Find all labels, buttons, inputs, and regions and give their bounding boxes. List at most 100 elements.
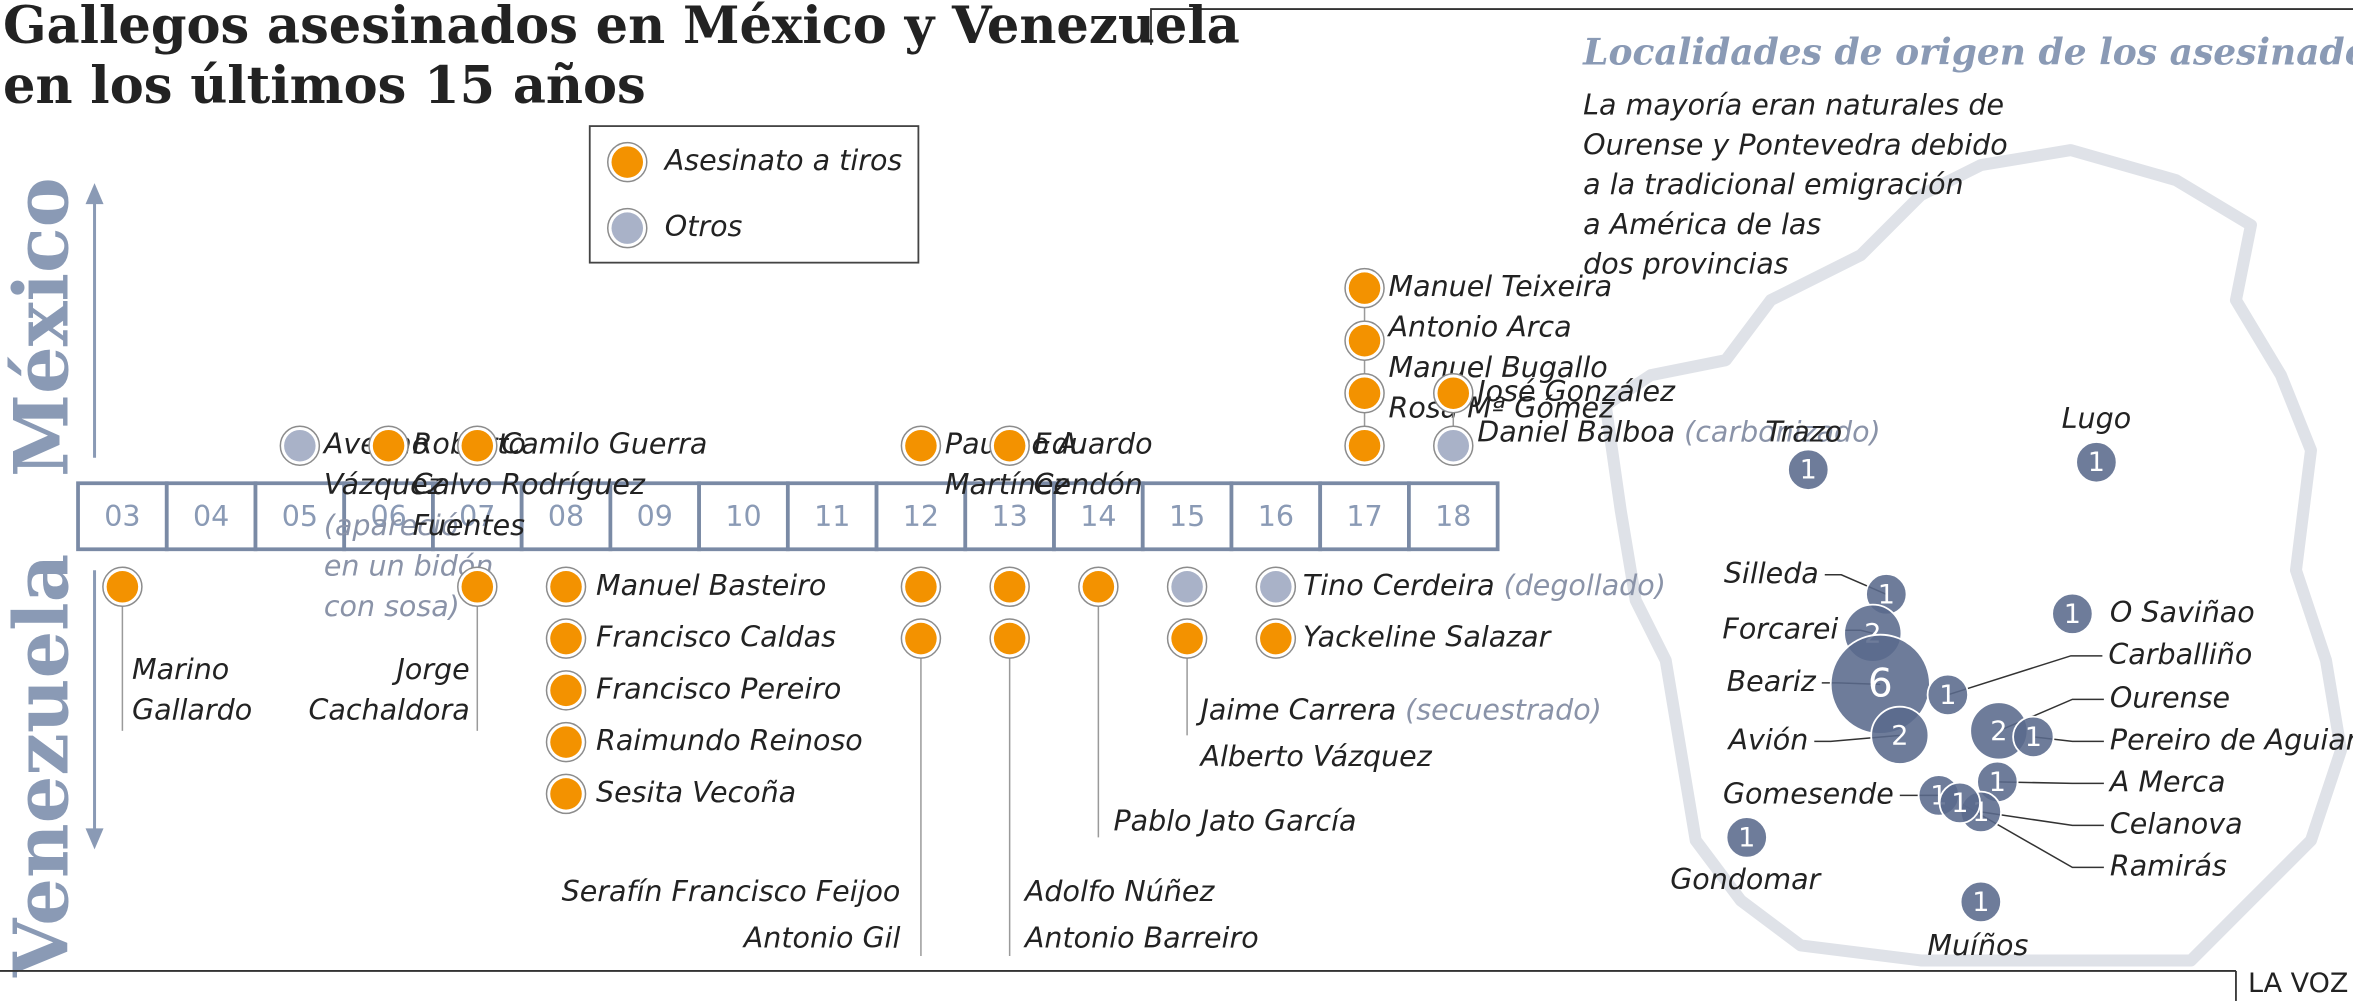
victim-name: Calvo — [413, 468, 493, 501]
victim-label: Francisco Caldas — [596, 621, 836, 654]
place-bubble — [2012, 715, 2055, 759]
victim-label: Sesita Vecoña — [596, 776, 796, 809]
victim-label: Tino Cerdeira (degollado) — [1303, 569, 1666, 602]
victim-dot — [1348, 272, 1381, 304]
place-count: 1 — [1989, 767, 2006, 798]
place-name: Ramirás — [2110, 849, 2227, 882]
victim-dot — [550, 622, 582, 655]
year-box — [1229, 481, 1323, 552]
victim-dot — [611, 146, 644, 178]
place-name: Muíños — [1927, 929, 2028, 962]
victim-note: con sosa) — [324, 590, 460, 623]
map-subtitle: a América de las — [1583, 208, 1821, 241]
place-name: Trazo — [1765, 416, 1842, 449]
victim-dot — [1171, 571, 1203, 603]
map-subtitle: dos provincias — [1583, 248, 1789, 281]
place-count: 1 — [1951, 788, 1968, 819]
place-count: 1 — [1878, 579, 1895, 610]
victim-name: Jorge — [392, 653, 470, 686]
arrow-head — [85, 828, 104, 850]
top-label: México — [0, 177, 86, 477]
year-label: 04 — [193, 500, 229, 533]
victim-label: Rosa Mª Gómez — [1389, 392, 1616, 425]
victim-dot — [550, 674, 582, 707]
victim-name: Jaime Carrera — [1196, 693, 1397, 726]
year-label: 14 — [1080, 500, 1116, 533]
victim-name: Antonio Barreiro — [1023, 921, 1259, 954]
year-box — [1407, 481, 1500, 552]
map-subtitle: a la tradicional emigración — [1583, 168, 1963, 201]
victim-label: Yackeline Salazar — [1303, 621, 1553, 654]
victim-name: Cachaldora — [308, 693, 469, 726]
victim-note: (secuestrado) — [1405, 693, 1602, 726]
place-name: Ourense — [2110, 681, 2230, 714]
victim-name: Fuentes — [413, 509, 526, 542]
victim-label: Adolfo Núñez — [1023, 875, 1215, 908]
place-bubble — [1787, 448, 1830, 491]
victim-dot — [1348, 324, 1381, 357]
map-leader — [1997, 781, 2104, 785]
year-label: 03 — [104, 500, 140, 533]
victim-dot — [1260, 622, 1292, 655]
map-subtitle: La mayoría eran naturales de — [1583, 89, 2004, 122]
year-box — [874, 481, 968, 552]
victim-name: Camilo Guerra — [501, 428, 707, 461]
map-subtitle: Ourense y Pontevedra debido — [1583, 128, 2007, 161]
victim-name: Marino — [132, 653, 229, 686]
victim-dot — [372, 429, 405, 462]
place-count: 2 — [1990, 716, 2007, 747]
place-name: Carballiño — [2108, 638, 2252, 671]
legend-label: Asesinato a tiros — [663, 144, 903, 177]
place-count: 1 — [1800, 455, 1817, 486]
place-count: 6 — [1868, 661, 1893, 706]
victim-name: Adolfo Núñez — [1023, 875, 1215, 908]
victim-dot — [905, 571, 937, 603]
place-name: Celanova — [2110, 807, 2243, 840]
place-name: Gondomar — [1670, 863, 1822, 896]
victim-dot — [1348, 377, 1381, 409]
victim-label: Manuel Bugallo — [1389, 351, 1608, 384]
victim-dot — [993, 571, 1026, 603]
victim-note: (carbonizado) — [1684, 416, 1881, 449]
victim-dot — [461, 571, 494, 603]
year-label: 17 — [1346, 500, 1382, 533]
victim-name: Yackeline Salazar — [1303, 621, 1553, 654]
victim-name: José González — [1472, 375, 1676, 408]
victim-dot — [106, 571, 139, 603]
place-name: O Saviñao — [2110, 596, 2255, 629]
place-count: 1 — [1972, 887, 1989, 918]
year-box — [697, 481, 790, 552]
victim-name: Francisco Caldas — [596, 621, 836, 654]
place-name: Silleda — [1724, 557, 1819, 590]
victim-label: Serafín Francisco Feijoo — [562, 875, 901, 908]
victim-label: Daniel Balboa (carbonizado) — [1477, 416, 1880, 449]
year-label: 15 — [1169, 500, 1205, 533]
title: en los últimos 15 años — [3, 56, 646, 116]
victim-name: Alberto Vázquez — [1199, 740, 1433, 773]
victim-name: Antonio Gil — [742, 921, 901, 954]
victim-name: Martínez — [945, 468, 1069, 501]
place-count: 1 — [2064, 599, 2081, 630]
year-label: 07 — [459, 500, 495, 533]
victim-name: Manuel Bugallo — [1389, 351, 1608, 384]
victim-name: Manuel Teixeira — [1389, 270, 1613, 303]
victim-name: Raimundo Reinoso — [596, 724, 863, 757]
place-count: 2 — [1891, 720, 1908, 751]
victim-name: Antonio Arca — [1387, 311, 1572, 344]
victim-dot — [550, 778, 582, 810]
victim-dot — [993, 429, 1026, 462]
map-leader — [1947, 655, 2103, 696]
year-box — [342, 481, 435, 552]
title: Gallegos asesinados en México y Venezuel… — [3, 0, 1240, 56]
place-count: 1 — [2088, 447, 2105, 478]
place-bubble — [2051, 592, 2094, 635]
legend-box — [588, 125, 920, 264]
victim-name: Pablo Jato García — [1113, 804, 1356, 837]
victim-label: Antonio Arca — [1387, 311, 1572, 344]
victim-label: Manuel Basteiro — [596, 569, 826, 602]
place-name: Gomesende — [1723, 777, 1894, 810]
victim-dot — [1437, 377, 1470, 409]
victim-dot — [1437, 429, 1470, 462]
year-label: 10 — [725, 500, 761, 533]
victim-label: Francisco Pereiro — [596, 672, 841, 705]
